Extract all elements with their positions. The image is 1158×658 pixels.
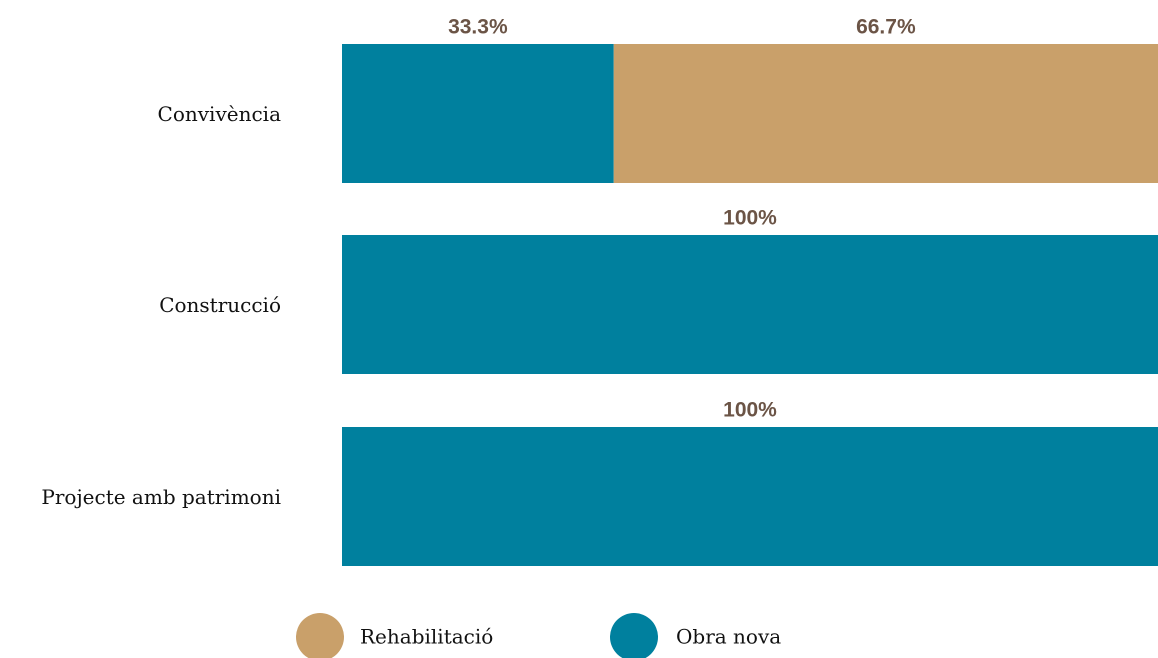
legend-label: Rehabilitació — [360, 625, 493, 649]
legend-label: Obra nova — [676, 625, 781, 649]
bar-segment — [342, 427, 1158, 566]
bar-segment — [342, 44, 614, 183]
legend-swatch — [296, 613, 344, 658]
bar-segment — [342, 235, 1158, 374]
value-label: 100% — [723, 207, 777, 230]
category-label: Projecte amb patrimoni — [41, 485, 281, 509]
value-label: 66.7% — [856, 16, 916, 39]
bar-segment — [613, 44, 1158, 183]
legend-swatch — [610, 613, 658, 658]
category-label: Convivència — [158, 102, 282, 126]
category-label: Construcció — [159, 293, 281, 317]
value-label: 100% — [723, 399, 777, 422]
value-label: 33.3% — [448, 16, 508, 39]
